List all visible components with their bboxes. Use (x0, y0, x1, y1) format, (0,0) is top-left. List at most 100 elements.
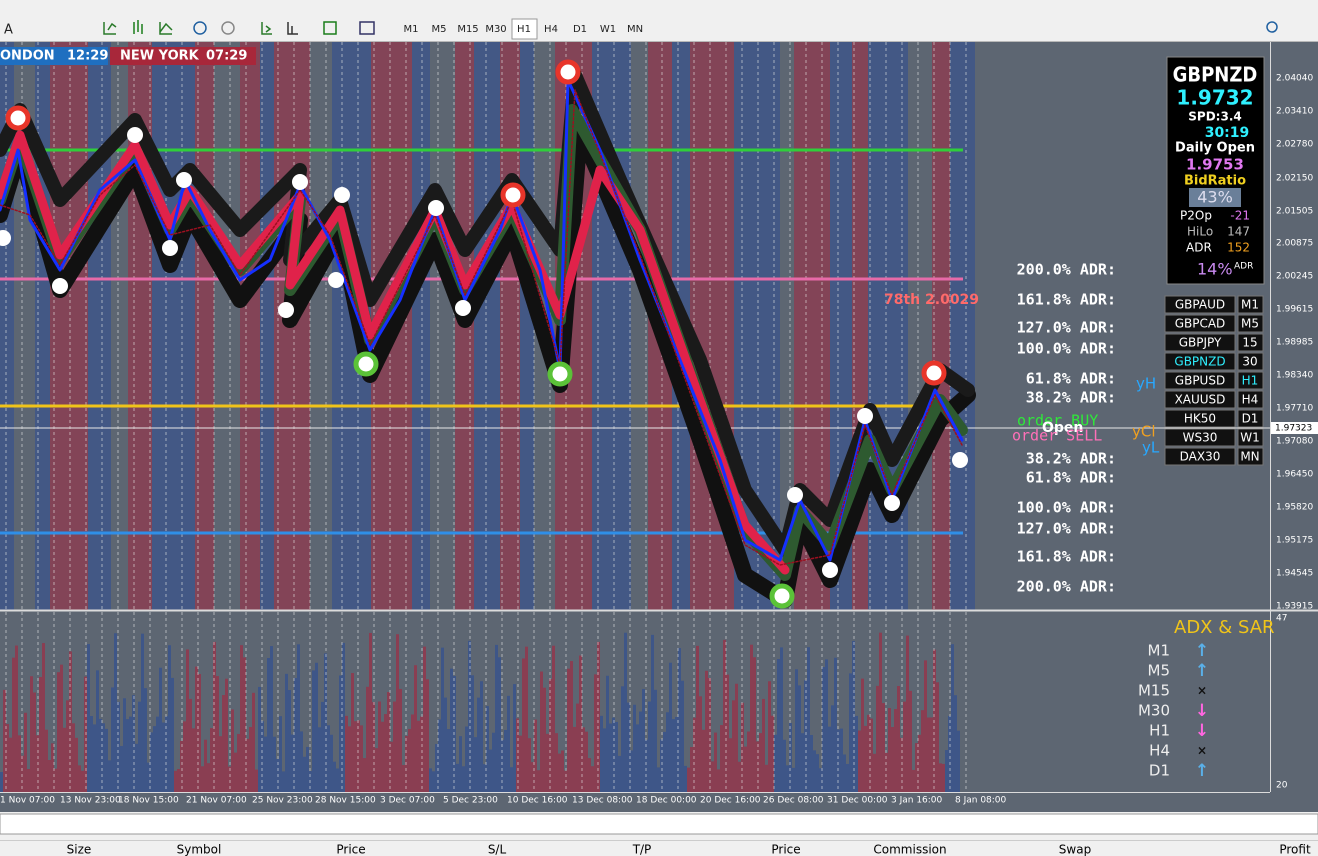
timeframe-button[interactable]: M30 (485, 24, 506, 35)
price-tick: 1.96450 (1276, 470, 1313, 480)
hist-bar (486, 706, 489, 792)
adx-timeframe: M15 (1138, 682, 1170, 700)
hist-bar (939, 763, 942, 792)
hist-bar (423, 646, 426, 792)
timeframe-button[interactable]: MN (627, 24, 643, 35)
symbol-button[interactable]: GBPJPY (1179, 336, 1222, 350)
hist-bar (141, 633, 144, 792)
icon (261, 22, 272, 35)
hist-bar (207, 763, 210, 792)
symbol-timeframe[interactable]: D1 (1242, 412, 1259, 426)
hist-bar (516, 718, 519, 792)
hist-bar (810, 734, 813, 792)
hist-bar (477, 697, 480, 792)
timeframe-button[interactable]: M1 (404, 24, 419, 35)
info-daily-open-label: Daily Open (1175, 141, 1255, 156)
hist-bar (381, 721, 384, 792)
symbol-timeframe[interactable]: W1 (1240, 431, 1260, 445)
symbol-button[interactable]: GBPAUD (1175, 298, 1225, 312)
hist-bar (723, 639, 726, 792)
symbol-button[interactable]: XAUUSD (1175, 393, 1226, 407)
symbol-timeframe[interactable]: H4 (1242, 393, 1259, 407)
adx-signal: ↓ (1195, 701, 1209, 721)
hist-bar (909, 690, 912, 792)
symbol-button[interactable]: WS30 (1183, 431, 1218, 445)
hist-bar (783, 739, 786, 792)
stripe (891, 42, 908, 610)
info-bid-ratio-label: BidRatio (1184, 174, 1246, 189)
hist-bar (174, 770, 177, 792)
symbol-timeframe[interactable]: MN (1240, 450, 1259, 464)
price-tick: 2.01505 (1276, 207, 1313, 217)
price-tick: 1.98985 (1276, 338, 1313, 348)
symbol-button-bg (1164, 314, 1236, 333)
hist-bar (351, 673, 354, 792)
hist-bar (585, 731, 588, 792)
symbol-button[interactable]: GBPCAD (1175, 317, 1226, 331)
symbol-button[interactable]: DAX30 (1180, 450, 1221, 464)
hist-bar (132, 695, 135, 792)
hist-bar (690, 747, 693, 792)
hist-bar (630, 750, 633, 792)
session-box (110, 47, 256, 65)
symbol-button[interactable]: GBPUSD (1175, 374, 1225, 388)
adx-timeframe: M1 (1148, 642, 1171, 660)
timeframe-button[interactable]: H1 (517, 24, 531, 35)
stripe (332, 42, 348, 610)
hist-bar (345, 715, 348, 792)
hist-bar (891, 727, 894, 792)
symbol-timeframe[interactable]: H1 (1242, 374, 1259, 388)
hist-bar (837, 729, 840, 792)
hist-bar (750, 644, 753, 792)
info-spread: SPD:3.4 (1188, 110, 1241, 124)
symbol-button[interactable]: HK50 (1184, 412, 1216, 426)
symbol-timeframe[interactable]: M5 (1241, 317, 1259, 331)
hist-bar (804, 680, 807, 792)
hist-bar (228, 766, 231, 792)
symbol-timeframe[interactable]: 30 (1242, 355, 1257, 369)
hist-bar (576, 703, 579, 792)
hist-bar (243, 657, 246, 792)
info-symbol: GBPNZD (1173, 63, 1258, 87)
hist-bar (159, 667, 162, 792)
stripe (35, 42, 50, 610)
session-box (0, 47, 108, 65)
timeframe-button[interactable]: M5 (432, 24, 447, 35)
hist-bar (426, 679, 429, 792)
marker (292, 174, 308, 190)
stripe (794, 42, 815, 610)
hist-bar (405, 735, 408, 792)
hist-bar (339, 675, 342, 792)
hist-bar (432, 771, 435, 792)
hist-bar (918, 734, 921, 792)
adx-signal: ↑ (1195, 761, 1209, 781)
price-tick: 2.00875 (1276, 239, 1313, 249)
hist-bar (588, 758, 591, 792)
timeframe-button-bg (1237, 390, 1264, 409)
timeframe-button[interactable]: M15 (457, 24, 478, 35)
hist-bar (417, 720, 420, 792)
hist-bar (864, 725, 867, 792)
timeframe-button[interactable]: W1 (600, 24, 616, 35)
time-tick: 8 Jan 08:00 (955, 796, 1007, 806)
hist-bar (669, 662, 672, 792)
hist-bar (861, 678, 864, 792)
hist-bar (378, 701, 381, 792)
hist-bar (447, 729, 450, 792)
symbol-button[interactable]: GBPNZD (1174, 355, 1225, 369)
timeframe-button[interactable]: H4 (544, 24, 558, 35)
hist-bar (102, 723, 105, 792)
hist-bar (627, 702, 630, 792)
hist-bar (948, 715, 951, 792)
timeframe-button[interactable]: D1 (573, 24, 587, 35)
marker (176, 172, 192, 188)
indicator-tick: 47 (1276, 614, 1287, 624)
stripe (815, 42, 830, 610)
symbol-timeframe[interactable]: 15 (1242, 336, 1257, 350)
hist-bar (117, 701, 120, 792)
time-tick: 31 Dec 00:00 (827, 796, 888, 806)
symbol-timeframe[interactable]: M1 (1241, 298, 1259, 312)
hist-bar (795, 669, 798, 792)
hist-bar (279, 716, 282, 792)
info-adr-pct-unit: ADR (1234, 262, 1253, 272)
